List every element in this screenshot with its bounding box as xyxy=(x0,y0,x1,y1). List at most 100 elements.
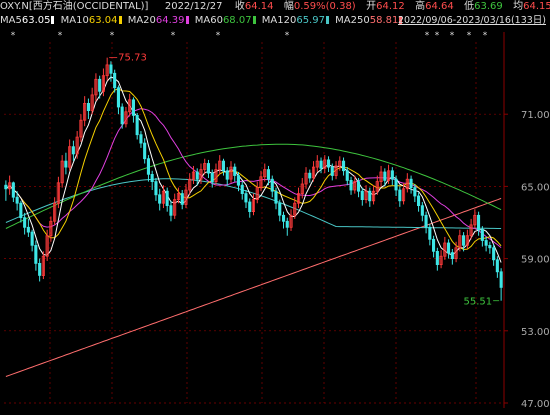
ma250-line xyxy=(5,197,502,377)
candle-body xyxy=(458,235,462,249)
candle-body xyxy=(83,103,87,121)
ma20-value: 64.39 xyxy=(155,15,185,26)
candle-body xyxy=(236,175,241,186)
candle-body xyxy=(23,217,27,228)
candle-body xyxy=(461,235,466,246)
candle-body xyxy=(476,214,481,231)
ma120-marker xyxy=(325,16,329,24)
candle-body xyxy=(229,166,233,180)
candle-body xyxy=(394,178,398,191)
candle-body xyxy=(304,172,308,185)
candle-body xyxy=(281,214,286,222)
candle-body xyxy=(165,190,169,206)
candle-body xyxy=(199,169,203,180)
candle-body xyxy=(465,235,469,246)
candle-body xyxy=(259,176,263,189)
candle-body xyxy=(154,181,158,196)
candle-body xyxy=(251,199,256,213)
candle-body xyxy=(101,75,106,92)
close-value: 64.14 xyxy=(244,1,274,12)
candle-body xyxy=(270,178,274,192)
candle-body xyxy=(319,160,323,169)
ma5-label: MA5 xyxy=(0,15,22,26)
candle-body xyxy=(473,214,477,226)
candle-body xyxy=(338,160,342,167)
candle-body xyxy=(105,64,109,77)
candle-body xyxy=(19,202,23,218)
candle-body xyxy=(139,134,143,144)
candle-body xyxy=(341,160,346,172)
candle-body xyxy=(334,165,338,176)
candle-body xyxy=(225,170,229,180)
low-label: 55.51 xyxy=(463,297,492,308)
ma10-line xyxy=(5,88,502,251)
symbol-label: OXY.N[西方石油(OCCIDENTAL)] xyxy=(0,1,149,12)
candle-body xyxy=(368,190,372,202)
candle-body xyxy=(150,173,154,182)
ma60-value: 68.07 xyxy=(222,15,252,26)
candle-body xyxy=(311,166,316,179)
candle-body xyxy=(90,94,94,111)
candle-body xyxy=(143,142,147,160)
candle-body xyxy=(233,166,237,176)
ma120-value: 65.97 xyxy=(296,15,325,26)
candle-body xyxy=(64,160,68,168)
low-value: 63.69 xyxy=(474,1,503,12)
candle-body xyxy=(431,238,436,252)
candle-body xyxy=(131,99,136,116)
event-star: * xyxy=(467,31,472,41)
candle-body xyxy=(15,196,19,204)
y-tick-label: 47.00 xyxy=(521,399,550,410)
low-caption: 低 xyxy=(464,1,475,12)
candle-body xyxy=(214,169,218,183)
ma60-label: MA60 xyxy=(194,15,223,26)
candle-body xyxy=(53,202,57,222)
candle-body xyxy=(308,172,312,179)
candle-body xyxy=(173,199,177,216)
candle-body xyxy=(364,190,368,200)
moving-average-lines xyxy=(5,76,502,377)
candle-body xyxy=(206,163,211,174)
candle-body xyxy=(135,115,139,136)
candle-body xyxy=(439,255,443,266)
candle-body xyxy=(420,205,424,216)
candle-body xyxy=(244,193,248,203)
candle-body xyxy=(274,190,278,204)
candle-body xyxy=(443,242,447,257)
info-bar: OXY.N[西方石油(OCCIDENTAL)] 2022/12/27 收64.1… xyxy=(0,1,550,13)
candle-body xyxy=(94,78,98,96)
candle-body xyxy=(353,181,357,191)
candle-body xyxy=(255,187,259,201)
candle-body xyxy=(210,172,214,182)
candle-body xyxy=(435,250,439,265)
candle-body xyxy=(386,170,391,181)
candle-body xyxy=(128,99,132,113)
event-star: * xyxy=(171,31,176,41)
candle-body xyxy=(146,158,151,175)
ma10-marker xyxy=(118,16,122,24)
candle-body xyxy=(240,184,244,194)
candle-body xyxy=(116,87,121,108)
candle-body xyxy=(390,170,394,180)
candle-body xyxy=(120,106,124,125)
candle-body xyxy=(218,160,222,170)
candle-body xyxy=(113,72,117,89)
candle-body xyxy=(109,64,113,74)
candle-body xyxy=(398,189,402,202)
open-value: 64.12 xyxy=(376,1,405,12)
candle-body xyxy=(416,195,421,207)
candle-body xyxy=(454,247,458,260)
event-star: * xyxy=(110,31,115,41)
candle-body xyxy=(499,271,503,288)
candle-body xyxy=(169,205,173,216)
ma5-marker xyxy=(51,16,55,24)
ma5-line xyxy=(5,76,502,263)
ma10-value: 63.04 xyxy=(88,15,118,26)
candle-body xyxy=(315,160,319,168)
candle-body xyxy=(184,189,188,205)
candle-body xyxy=(26,226,30,233)
candle-body xyxy=(345,170,349,181)
annotations: 75.73 55.51 xyxy=(109,53,500,308)
